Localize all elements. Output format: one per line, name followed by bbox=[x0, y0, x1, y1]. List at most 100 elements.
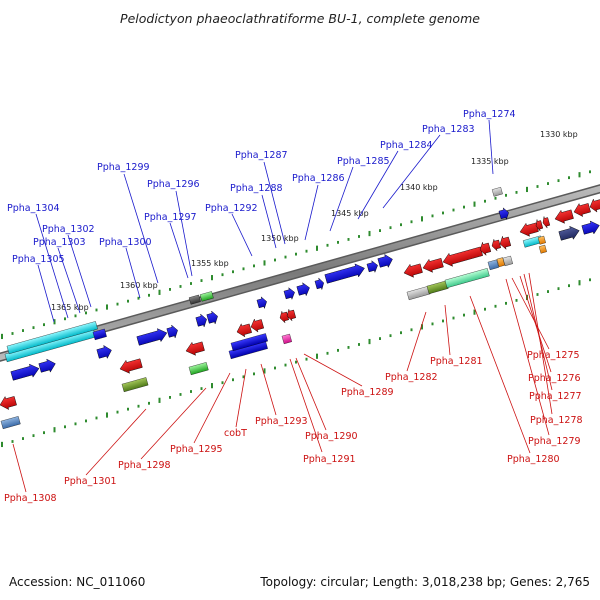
leader-line-ppha-1291 bbox=[289, 358, 323, 453]
reverse-gene-arrow bbox=[573, 203, 591, 217]
leader-line-ppha-1281 bbox=[444, 304, 451, 356]
scale-label-1365-kbp: 1365 kbp bbox=[51, 303, 89, 312]
leader-line-ppha-1282 bbox=[406, 311, 427, 372]
gene-label-ppha-1282[interactable]: Ppha_1282 bbox=[385, 372, 438, 383]
gene-label-ppha-1288[interactable]: Ppha_1288 bbox=[230, 183, 283, 194]
leader-line-ppha-1305 bbox=[37, 264, 55, 323]
gene-label-ppha-1293[interactable]: Ppha_1293 bbox=[255, 416, 308, 427]
gene-label-ppha-1281[interactable]: Ppha_1281 bbox=[430, 356, 483, 367]
reverse-gene-arrow bbox=[250, 318, 265, 333]
scale-label-1360-kbp: 1360 kbp bbox=[120, 281, 158, 290]
gene-features bbox=[0, 187, 600, 430]
gene-label-ppha-1278[interactable]: Ppha_1278 bbox=[530, 415, 583, 426]
gene-label-ppha-1300[interactable]: Ppha_1300 bbox=[99, 237, 152, 248]
gene-label-ppha-1301[interactable]: Ppha_1301 bbox=[64, 476, 117, 487]
annotation-bar bbox=[502, 255, 513, 267]
annotation-bar bbox=[487, 259, 499, 271]
leader-line-ppha-1274 bbox=[488, 119, 494, 175]
leader-line-ppha-1293 bbox=[260, 363, 277, 416]
leader-line-ppha-1297 bbox=[169, 222, 189, 279]
gene-label-ppha-1292[interactable]: Ppha_1292 bbox=[205, 203, 258, 214]
annotation-bar bbox=[6, 321, 98, 355]
gene-label-ppha-1277[interactable]: Ppha_1277 bbox=[529, 391, 582, 402]
leader-line-ppha-1278 bbox=[528, 272, 553, 415]
leader-line-ppha-1301 bbox=[85, 408, 147, 476]
forward-gene-arrow bbox=[10, 363, 40, 381]
map-title: Pelodictyon phaeoclathratiforme BU-1, co… bbox=[120, 11, 480, 26]
annotation-bar bbox=[0, 416, 21, 430]
gene-label-ppha-1302[interactable]: Ppha_1302 bbox=[42, 224, 95, 235]
gene-label-ppha-1295[interactable]: Ppha_1295 bbox=[170, 444, 223, 455]
label-leader-lines bbox=[12, 119, 553, 493]
gene-label-ppha-1276[interactable]: Ppha_1276 bbox=[528, 373, 581, 384]
leader-line-ppha-1287 bbox=[263, 161, 286, 245]
forward-gene-arrow bbox=[498, 207, 509, 221]
scale-label-1350-kbp: 1350 kbp bbox=[261, 234, 299, 243]
gene-label-ppha-1296[interactable]: Ppha_1296 bbox=[147, 179, 200, 190]
annotation-bar bbox=[491, 187, 503, 197]
leader-line-ppha-1302 bbox=[67, 234, 92, 308]
gene-label-ppha-1274[interactable]: Ppha_1274 bbox=[463, 109, 516, 120]
gene-label-ppha-1283[interactable]: Ppha_1283 bbox=[422, 124, 475, 135]
annotation-bar bbox=[121, 377, 149, 393]
leader-line-ppha-1276 bbox=[519, 275, 552, 373]
reverse-gene-arrow bbox=[119, 358, 143, 374]
gene-label-ppha-1280[interactable]: Ppha_1280 bbox=[507, 454, 560, 465]
reverse-gene-arrow bbox=[442, 246, 483, 267]
leader-line-ppha-1304 bbox=[35, 213, 69, 319]
scale-label-1355-kbp: 1355 kbp bbox=[191, 259, 229, 268]
gene-label-ppha-1286[interactable]: Ppha_1286 bbox=[292, 173, 345, 184]
reverse-gene-arrow bbox=[542, 216, 551, 229]
gene-label-ppha-1303[interactable]: Ppha_1303 bbox=[33, 237, 86, 248]
accession-text: Accession: NC_011060 bbox=[9, 575, 145, 589]
leader-line-ppha-1292 bbox=[231, 213, 253, 257]
gene-label-ppha-1308[interactable]: Ppha_1308 bbox=[4, 493, 57, 504]
forward-gene-arrow bbox=[256, 296, 267, 310]
reverse-gene-arrow bbox=[479, 241, 492, 256]
gene-label-ppha-1284[interactable]: Ppha_1284 bbox=[380, 140, 433, 151]
leader-line-ppha-1285 bbox=[329, 166, 354, 232]
scale-label-1335-kbp: 1335 kbp bbox=[471, 157, 509, 166]
gene-label-ppha-1299[interactable]: Ppha_1299 bbox=[97, 162, 150, 173]
forward-gene-arrow bbox=[366, 260, 378, 273]
annotation-bar bbox=[188, 294, 201, 305]
gene-label-ppha-1290[interactable]: Ppha_1290 bbox=[305, 431, 358, 442]
reverse-gene-arrow bbox=[236, 323, 252, 338]
scale-label-1330-kbp: 1330 kbp bbox=[540, 130, 578, 139]
annotation-bar bbox=[426, 280, 449, 295]
gene-label-ppha-1305[interactable]: Ppha_1305 bbox=[12, 254, 65, 265]
gene-label-ppha-1279[interactable]: Ppha_1279 bbox=[528, 436, 581, 447]
leader-line-ppha-1283 bbox=[382, 134, 441, 209]
leader-line-ppha-1279 bbox=[505, 278, 550, 436]
forward-gene-arrow bbox=[558, 225, 580, 241]
annotation-bar bbox=[537, 235, 546, 245]
reverse-gene-arrow bbox=[499, 235, 512, 250]
scale-ticks bbox=[1, 170, 591, 448]
annotation-bar bbox=[199, 291, 214, 302]
gene-label-ppha-1298[interactable]: Ppha_1298 bbox=[118, 460, 171, 471]
leader-line-ppha-1295 bbox=[193, 372, 231, 444]
annotation-bar bbox=[444, 268, 490, 289]
gene-label-ppha-1275[interactable]: Ppha_1275 bbox=[527, 350, 580, 361]
forward-gene-arrow bbox=[314, 277, 324, 291]
gene-label-ppha-1287[interactable]: Ppha_1287 bbox=[235, 150, 288, 161]
reverse-gene-arrow bbox=[279, 310, 290, 324]
reverse-gene-arrow bbox=[286, 308, 297, 322]
reverse-gene-arrow bbox=[0, 396, 17, 410]
gene-label-ppha-1297[interactable]: Ppha_1297 bbox=[144, 212, 197, 223]
leader-line-ppha-1298 bbox=[140, 387, 207, 460]
gene-label-ppha-1289[interactable]: Ppha_1289 bbox=[341, 387, 394, 398]
gene-label-ppha-1285[interactable]: Ppha_1285 bbox=[337, 156, 390, 167]
forward-gene-arrow bbox=[136, 328, 168, 346]
leader-line-ppha-1277 bbox=[523, 273, 553, 391]
forward-gene-arrow bbox=[166, 324, 178, 339]
gene-label-cobt[interactable]: cobT bbox=[224, 428, 247, 439]
scale-label-1340-kbp: 1340 kbp bbox=[400, 183, 438, 192]
reverse-gene-arrow bbox=[491, 238, 502, 252]
annotation-bar bbox=[281, 333, 292, 345]
leader-line-ppha-1290 bbox=[295, 357, 327, 431]
gene-label-ppha-1304[interactable]: Ppha_1304 bbox=[7, 203, 60, 214]
forward-gene-arrow bbox=[283, 287, 295, 300]
gene-label-ppha-1291[interactable]: Ppha_1291 bbox=[303, 454, 356, 465]
